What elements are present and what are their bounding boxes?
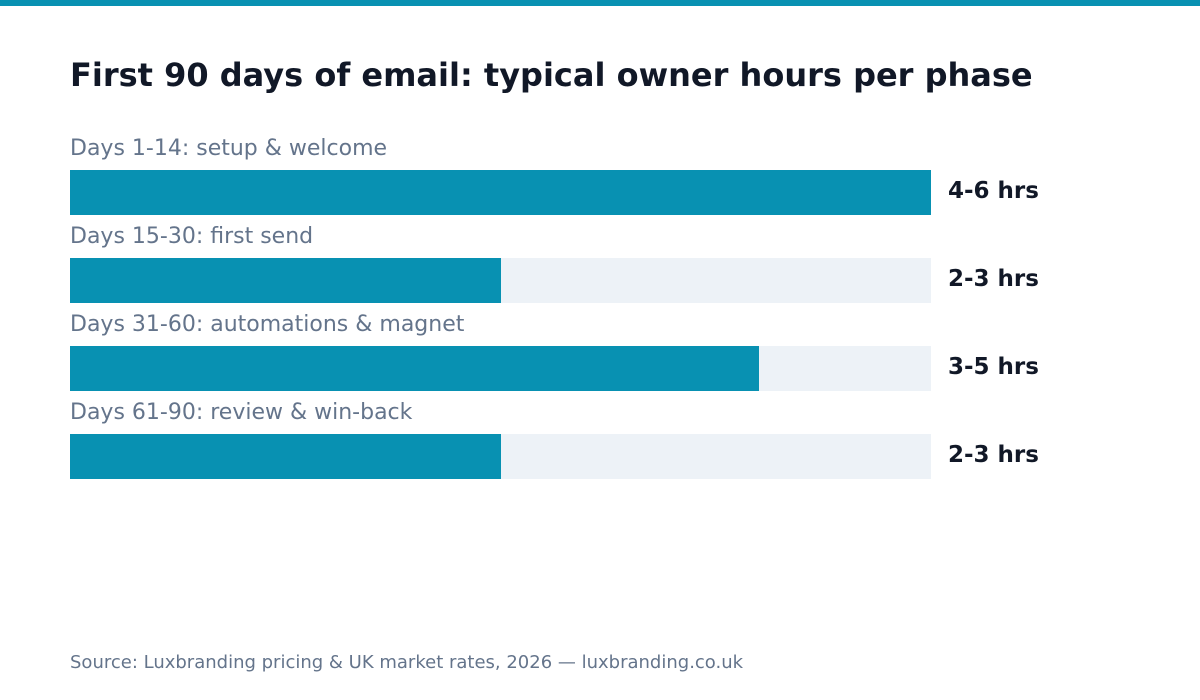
bar-value-label: 2-3 hrs [948,442,1039,468]
source-note: Source: Luxbranding pricing & UK market … [70,652,744,673]
bar-category-label: Days 61-90: review & win-back [70,400,413,425]
bar-value-label: 4-6 hrs [948,178,1039,204]
bar-row: Days 61-90: review & win-back 2-3 hrs [70,398,1130,486]
bar-row: Days 31-60: automations & magnet 3-5 hrs [70,310,1130,398]
bar-category-label: Days 15-30: first send [70,224,314,249]
bar-fill [70,258,501,303]
bar-fill [70,170,931,215]
chart-title: First 90 days of email: typical owner ho… [70,56,1033,94]
bar-fill [70,346,759,391]
bar-row: Days 1-14: setup & welcome 4-6 hrs [70,134,1130,222]
bar-value-label: 3-5 hrs [948,354,1039,380]
bar-track [70,258,931,303]
bar-track [70,170,931,215]
bar-fill [70,434,501,479]
bar-row: Days 15-30: first send 2-3 hrs [70,222,1130,310]
bar-chart: Days 1-14: setup & welcome 4-6 hrs Days 15… [70,134,1130,486]
bar-track [70,434,931,479]
bar-category-label: Days 1-14: setup & welcome [70,136,388,161]
bar-value-label: 2-3 hrs [948,266,1039,292]
bar-category-label: Days 31-60: automations & magnet [70,312,465,337]
bar-track [70,346,931,391]
top-accent-bar [0,0,1200,6]
